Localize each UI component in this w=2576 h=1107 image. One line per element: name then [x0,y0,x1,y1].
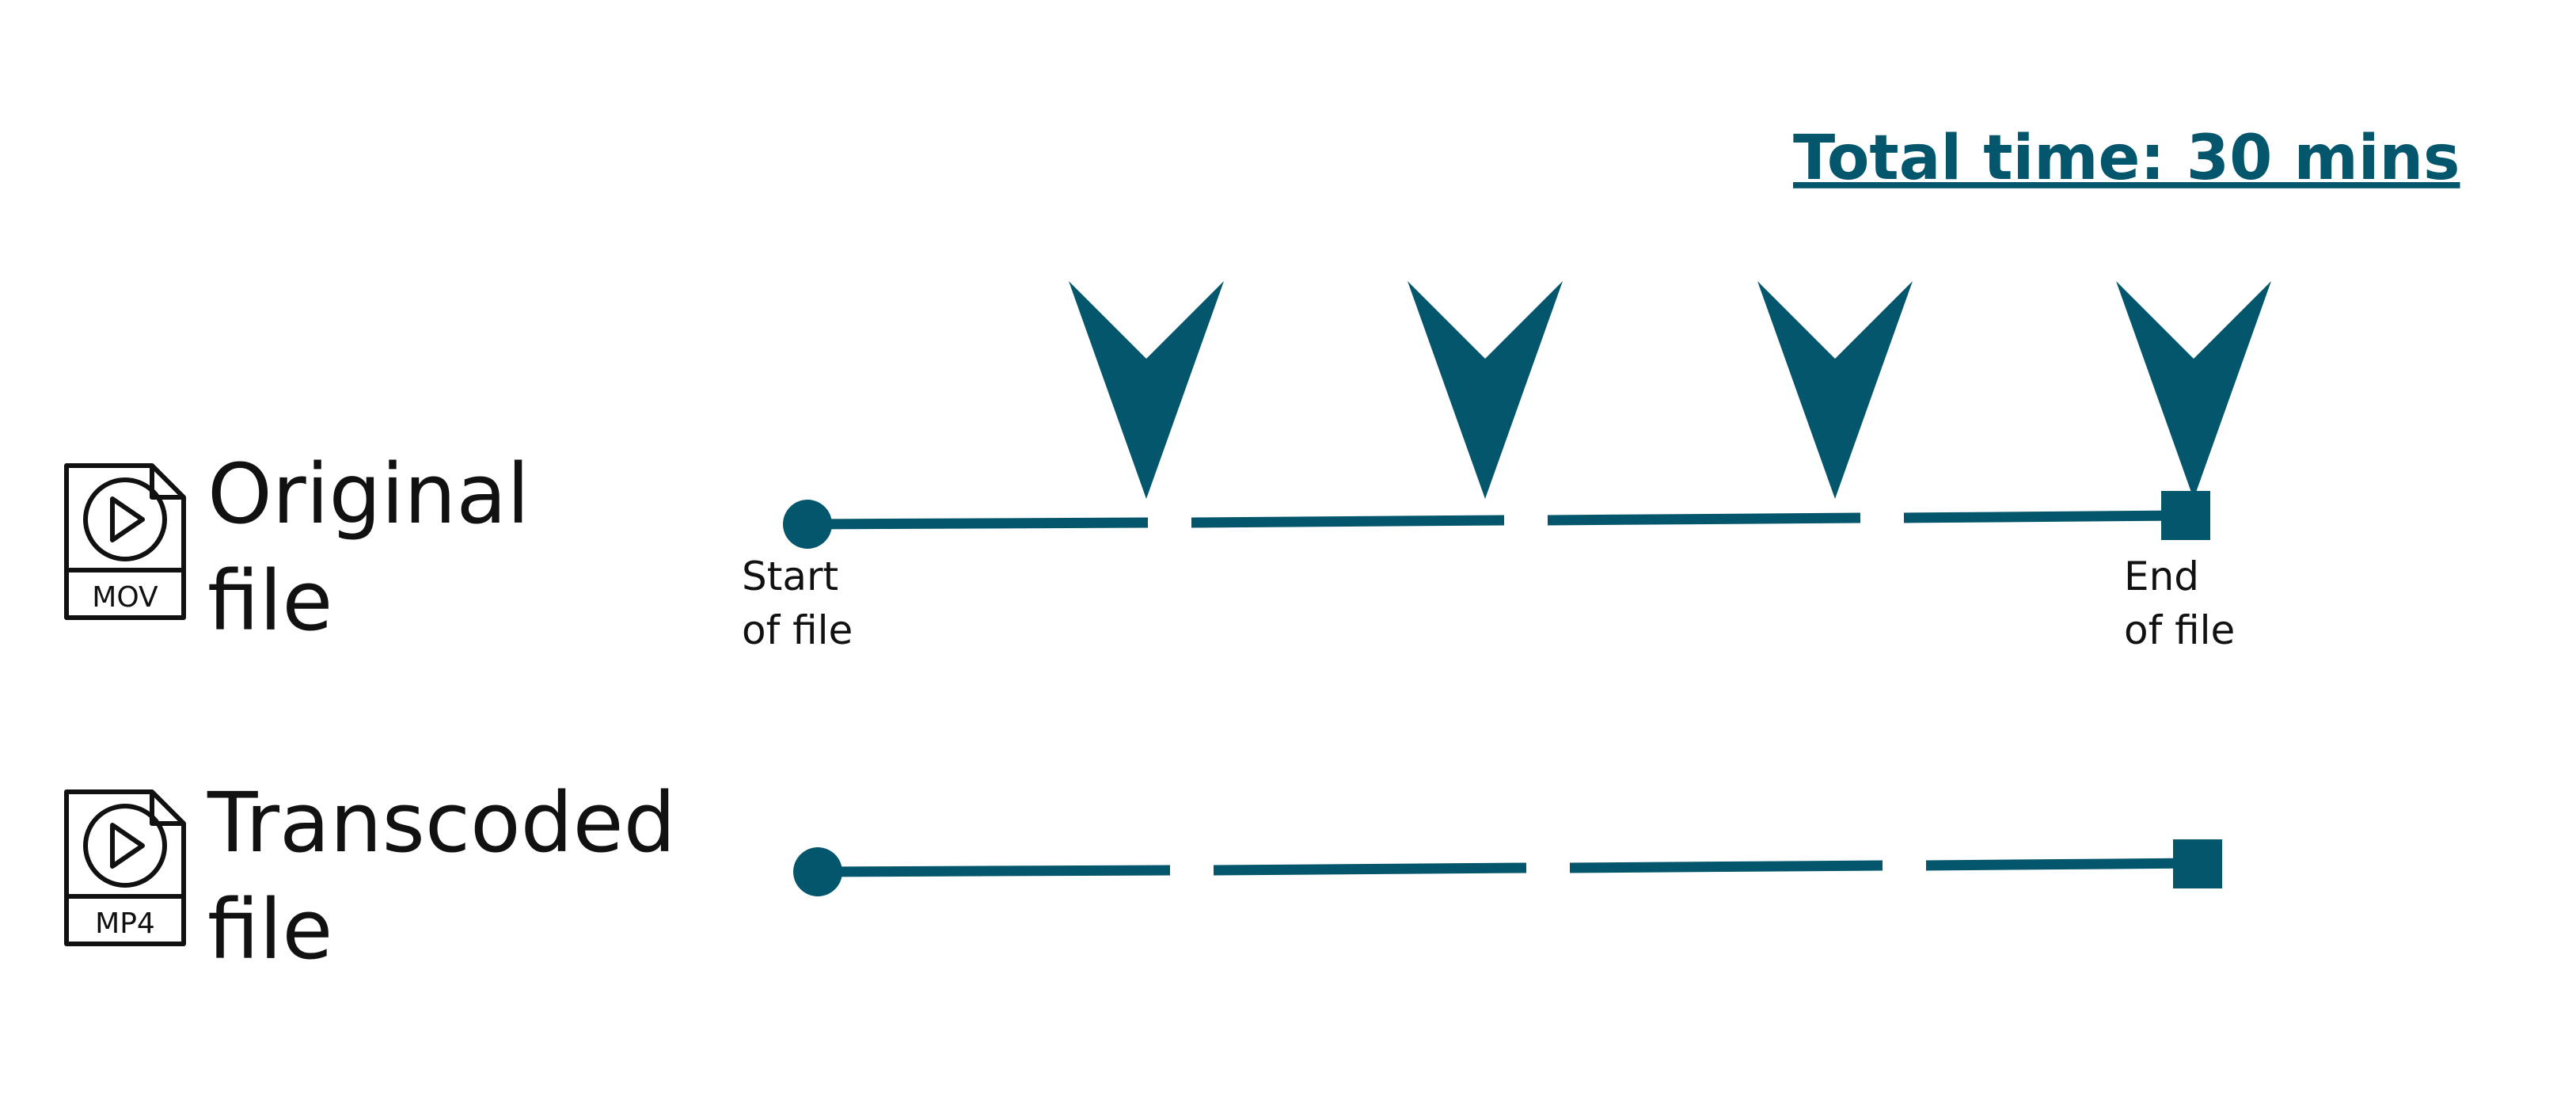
timeline-segment-3 [1547,512,1861,526]
arrow-down-marker-icon [1757,281,1913,499]
end-square [2161,491,2210,540]
original-file-track: MOV Original file Start of file End of f… [64,281,2271,653]
video-file-icon: MP4 [64,789,186,946]
total-time-title: Total time: 30 mins [1793,123,2460,194]
file-type-mov: MOV [92,581,158,614]
transcoded-file-label-line2: file [207,881,332,978]
timeline-segment-4 [1903,510,2186,523]
timeline-markers [1069,281,2271,499]
original-file-label-line2: file [207,553,332,649]
original-file-label-line1: Original [207,446,530,542]
timeline-segment-1 [817,865,1171,877]
timeline-segment-4 [1925,858,2198,871]
original-timeline [807,510,2186,530]
transcoded-file-track: MP4 Transcoded file [64,774,2222,978]
start-label-line1: Start [742,554,838,599]
timeline-segment-2 [1213,862,1527,876]
file-type-mp4: MP4 [95,907,155,940]
end-label-line1: End [2124,554,2199,599]
timeline-segment-2 [1191,515,1505,528]
timeline-segment-3 [1569,860,1883,873]
transcoded-file-label-line1: Transcoded [207,774,676,871]
start-dot [793,847,842,896]
arrow-down-marker-icon [2116,281,2271,499]
end-label-line2: of file [2124,607,2235,653]
arrow-down-marker-icon [1069,281,1224,499]
end-square [2173,839,2222,888]
transcoded-timeline [817,858,2198,877]
start-label-line2: of file [742,607,853,653]
start-dot [783,500,832,549]
video-file-icon: MOV [64,463,186,620]
timeline-segment-1 [807,517,1149,530]
arrow-down-marker-icon [1408,281,1563,499]
